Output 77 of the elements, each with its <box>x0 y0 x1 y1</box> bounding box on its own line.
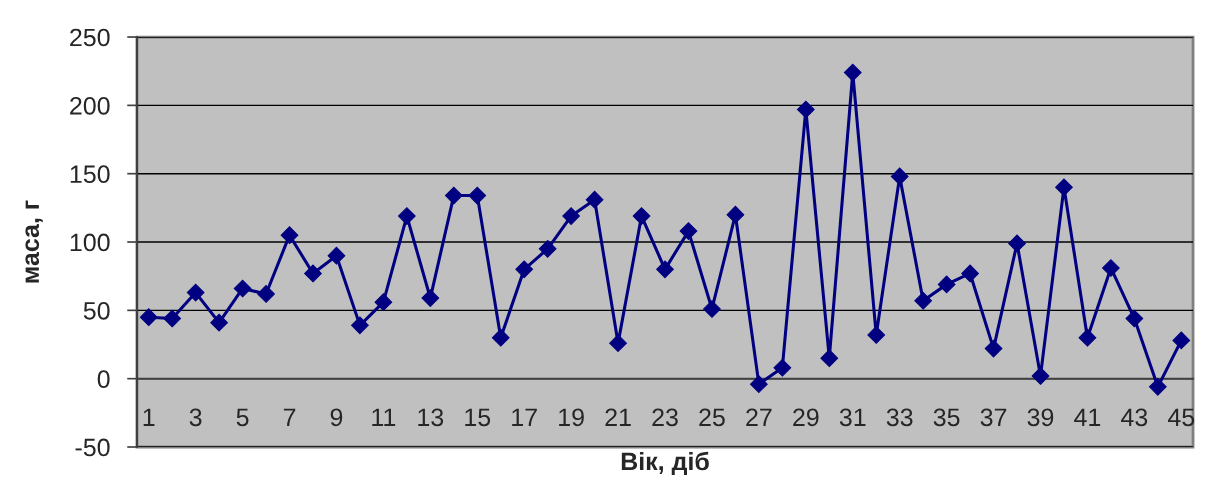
y-tick-label: 200 <box>70 96 110 115</box>
x-tick-label: 7 <box>283 408 296 426</box>
point <box>374 293 393 312</box>
point <box>257 285 275 303</box>
x-tick-label: 23 <box>652 408 678 427</box>
point <box>773 358 792 377</box>
point <box>468 186 487 205</box>
x-tick-label: 25 <box>699 408 725 427</box>
point <box>585 190 604 209</box>
x-tick-label: 9 <box>330 408 343 427</box>
point <box>984 339 1003 358</box>
point <box>186 283 205 302</box>
x-tick-label: 13 <box>418 408 444 427</box>
x-tick-label: 19 <box>559 408 584 427</box>
point <box>632 207 651 225</box>
y-tick-label: 250 <box>70 28 110 47</box>
point <box>538 239 557 258</box>
point <box>327 246 346 265</box>
point <box>867 326 886 344</box>
point <box>163 309 182 328</box>
point <box>1125 309 1144 328</box>
x-tick-label: 1 <box>143 408 155 426</box>
point <box>139 308 158 327</box>
point <box>1031 367 1050 385</box>
point <box>1148 378 1167 396</box>
point <box>1078 328 1097 347</box>
point <box>820 349 839 368</box>
point <box>280 226 299 245</box>
x-tick-label: 5 <box>236 408 249 427</box>
point <box>210 313 228 332</box>
point <box>961 264 979 283</box>
x-tick-label: 39 <box>1027 408 1054 427</box>
point <box>656 260 674 279</box>
x-tick-label: 27 <box>746 408 772 426</box>
point <box>1102 259 1120 277</box>
x-tick-label: 45 <box>1167 408 1195 427</box>
x-tick-label: 33 <box>886 408 913 427</box>
y-tick-label: 50 <box>83 301 110 320</box>
x-tick-label: 35 <box>933 408 960 427</box>
point <box>444 186 463 205</box>
point <box>491 328 510 347</box>
point <box>914 291 933 310</box>
x-tick-label: 3 <box>189 408 202 427</box>
y-axis-title: маса, г <box>25 200 43 283</box>
x-tick-label: 17 <box>512 408 537 426</box>
point <box>937 275 956 294</box>
point <box>609 334 627 353</box>
point <box>1008 234 1026 253</box>
y-tick-label: 150 <box>70 165 110 183</box>
point <box>304 264 322 283</box>
point <box>421 289 440 307</box>
point <box>890 167 909 186</box>
x-tick-label: 37 <box>980 408 1007 427</box>
x-tick-label: 41 <box>1074 408 1101 426</box>
point <box>351 316 369 335</box>
point <box>750 375 768 393</box>
point <box>515 260 534 279</box>
x-axis-title: Вік, діб <box>621 451 709 476</box>
x-tick-label: 21 <box>605 408 631 426</box>
point <box>703 300 721 318</box>
point <box>726 205 745 224</box>
x-tick-label: 11 <box>372 408 396 426</box>
x-tick-label: 31 <box>839 408 866 427</box>
x-tick-label: 43 <box>1121 408 1148 427</box>
point <box>679 222 698 240</box>
point <box>562 207 581 225</box>
y-tick-label: 100 <box>70 233 110 252</box>
point <box>1055 178 1073 197</box>
point <box>233 279 252 298</box>
point <box>796 100 815 119</box>
x-tick-label: 15 <box>465 408 491 427</box>
point <box>843 63 862 82</box>
y-tick-label: 0 <box>97 370 110 388</box>
point <box>1172 331 1191 350</box>
x-tick-label: 29 <box>793 408 819 427</box>
point <box>397 207 416 225</box>
y-tick-label: -50 <box>75 438 110 457</box>
